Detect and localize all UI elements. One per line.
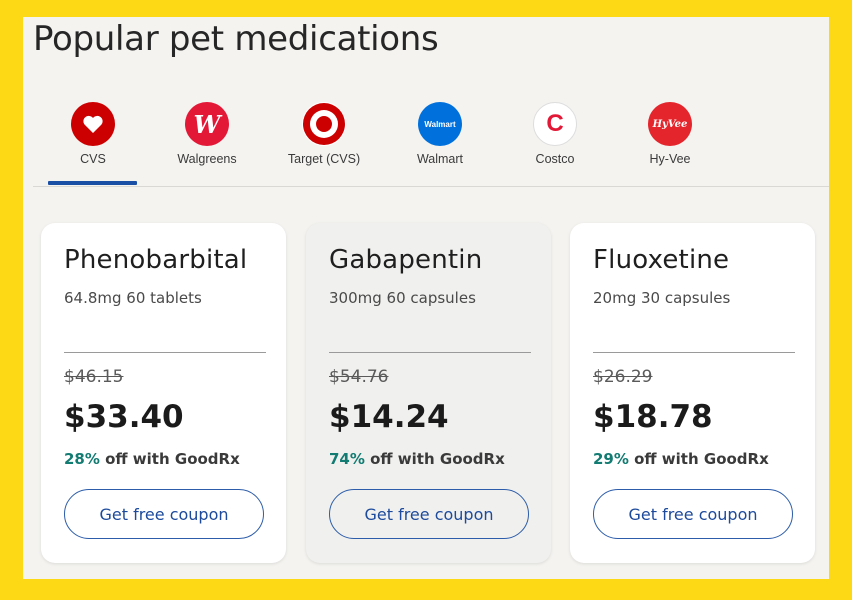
tab-hyvee[interactable]: HyVee Hy-Vee bbox=[620, 97, 720, 185]
pharmacy-tabs: CVS W Walgreens Target (CVS) bbox=[23, 97, 829, 188]
savings-percent: 29% bbox=[593, 450, 629, 468]
costco-logo-icon: C bbox=[533, 102, 577, 146]
selected-tab-indicator bbox=[48, 181, 137, 185]
card-divider bbox=[593, 352, 795, 353]
drug-description: 20mg 30 capsules bbox=[593, 289, 731, 307]
savings-percent: 74% bbox=[329, 450, 365, 468]
savings-text: 74% off with GoodRx bbox=[329, 450, 505, 468]
tab-walmart[interactable]: Walmart Walmart bbox=[390, 97, 490, 185]
page-title: Popular pet medications bbox=[33, 19, 439, 59]
tab-walgreens[interactable]: W Walgreens bbox=[157, 97, 257, 185]
savings-text: 29% off with GoodRx bbox=[593, 450, 769, 468]
get-free-coupon-button[interactable]: Get free coupon bbox=[593, 489, 793, 539]
tab-label: Costco bbox=[535, 152, 575, 166]
target-bullseye-icon bbox=[302, 102, 346, 146]
card-divider bbox=[64, 352, 266, 353]
walmart-logo-icon: Walmart bbox=[418, 102, 462, 146]
tab-label: Walgreens bbox=[177, 152, 237, 166]
heart-icon bbox=[71, 102, 115, 146]
tab-label: Walmart bbox=[416, 152, 464, 166]
medication-card[interactable]: Fluoxetine 20mg 30 capsules $26.29 $18.7… bbox=[570, 223, 815, 563]
drug-description: 64.8mg 60 tablets bbox=[64, 289, 202, 307]
savings-percent: 28% bbox=[64, 450, 100, 468]
get-free-coupon-button[interactable]: Get free coupon bbox=[329, 489, 529, 539]
content-panel: Popular pet medications CVS W Walgreens bbox=[23, 17, 829, 579]
original-price: $46.15 bbox=[64, 367, 124, 387]
tab-cvs[interactable]: CVS bbox=[43, 97, 143, 185]
hyvee-logo-icon: HyVee bbox=[648, 102, 692, 146]
drug-name: Gabapentin bbox=[329, 245, 483, 275]
tab-label: Target (CVS) bbox=[287, 152, 361, 166]
medication-card[interactable]: Phenobarbital 64.8mg 60 tablets $46.15 $… bbox=[41, 223, 286, 563]
drug-name: Fluoxetine bbox=[593, 245, 730, 275]
card-divider bbox=[329, 352, 531, 353]
original-price: $54.76 bbox=[329, 367, 389, 387]
tab-costco[interactable]: C Costco bbox=[505, 97, 605, 185]
tabs-divider bbox=[33, 186, 829, 187]
drug-description: 300mg 60 capsules bbox=[329, 289, 476, 307]
tab-label: Hy-Vee bbox=[649, 152, 691, 166]
medication-card[interactable]: Gabapentin 300mg 60 capsules $54.76 $14.… bbox=[306, 223, 551, 563]
walgreens-logo-icon: W bbox=[185, 102, 229, 146]
discount-price: $14.24 bbox=[329, 399, 449, 435]
tab-label: CVS bbox=[80, 152, 106, 166]
discount-price: $33.40 bbox=[64, 399, 184, 435]
savings-text: 28% off with GoodRx bbox=[64, 450, 240, 468]
drug-name: Phenobarbital bbox=[64, 245, 248, 275]
original-price: $26.29 bbox=[593, 367, 653, 387]
tab-target[interactable]: Target (CVS) bbox=[274, 97, 374, 185]
get-free-coupon-button[interactable]: Get free coupon bbox=[64, 489, 264, 539]
discount-price: $18.78 bbox=[593, 399, 713, 435]
